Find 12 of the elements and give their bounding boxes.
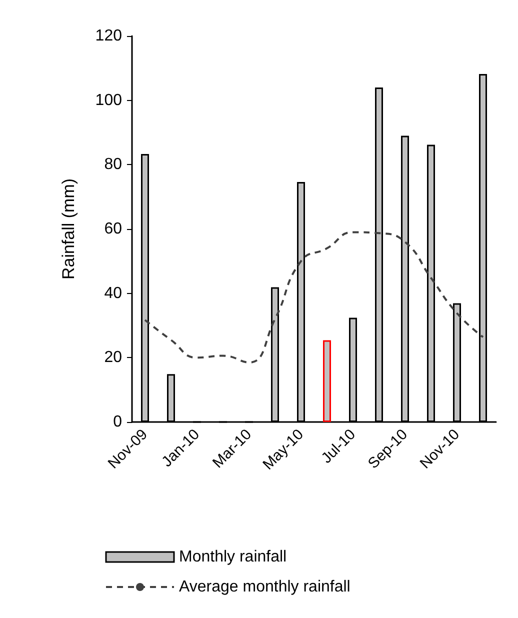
y-axis-title: Rainfall (mm) (59, 178, 78, 280)
legend-label: Average monthly rainfall (179, 578, 350, 596)
y-tick-label: 20 (104, 349, 122, 366)
legend-label: Monthly rainfall (179, 548, 287, 566)
y-tick-label: 40 (104, 284, 122, 302)
y-tick-label: 100 (95, 92, 122, 109)
y-tick-label: 80 (104, 156, 122, 174)
line-series (144, 231, 484, 364)
y-tick-label: 0 (113, 414, 122, 430)
y-tick-label: 60 (104, 220, 122, 238)
bar (323, 340, 331, 422)
y-tick-label: 120 (95, 28, 122, 44)
